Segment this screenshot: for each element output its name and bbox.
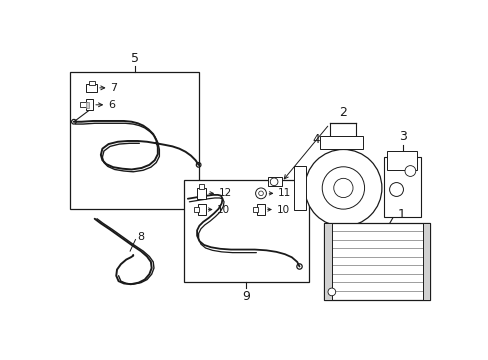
Bar <box>384 157 420 217</box>
Text: 12: 12 <box>218 188 231 198</box>
Text: 8: 8 <box>137 232 144 242</box>
Text: 10: 10 <box>276 204 289 215</box>
Text: 4: 4 <box>311 133 319 146</box>
Text: 9: 9 <box>242 289 250 303</box>
Text: 1: 1 <box>396 208 405 221</box>
Circle shape <box>255 188 266 199</box>
Bar <box>320 136 363 149</box>
Bar <box>324 222 429 300</box>
Text: 3: 3 <box>398 130 406 143</box>
Bar <box>86 99 93 110</box>
Circle shape <box>327 288 335 296</box>
Bar <box>194 207 198 212</box>
Bar <box>257 204 264 215</box>
Bar <box>197 188 206 199</box>
Text: 10: 10 <box>217 204 230 215</box>
Text: 2: 2 <box>338 107 346 120</box>
Bar <box>86 102 89 108</box>
Text: 6: 6 <box>107 100 115 110</box>
Bar <box>293 166 305 210</box>
Circle shape <box>404 166 415 176</box>
Bar <box>324 222 331 300</box>
Bar <box>422 222 429 300</box>
Bar <box>183 180 308 282</box>
Bar <box>386 151 416 170</box>
Circle shape <box>305 149 381 226</box>
Bar <box>267 177 281 186</box>
Bar <box>199 184 203 189</box>
Text: 11: 11 <box>277 188 290 198</box>
Circle shape <box>389 183 403 197</box>
Bar <box>70 72 199 209</box>
Bar <box>253 207 257 212</box>
Bar <box>80 103 87 107</box>
Text: 7: 7 <box>110 83 117 93</box>
Bar <box>198 204 205 215</box>
Circle shape <box>258 191 263 195</box>
Bar <box>326 226 360 236</box>
Circle shape <box>270 178 277 186</box>
Bar <box>86 84 97 92</box>
Circle shape <box>322 167 364 209</box>
Bar <box>88 81 95 85</box>
Circle shape <box>333 178 352 198</box>
Text: 5: 5 <box>130 52 139 65</box>
